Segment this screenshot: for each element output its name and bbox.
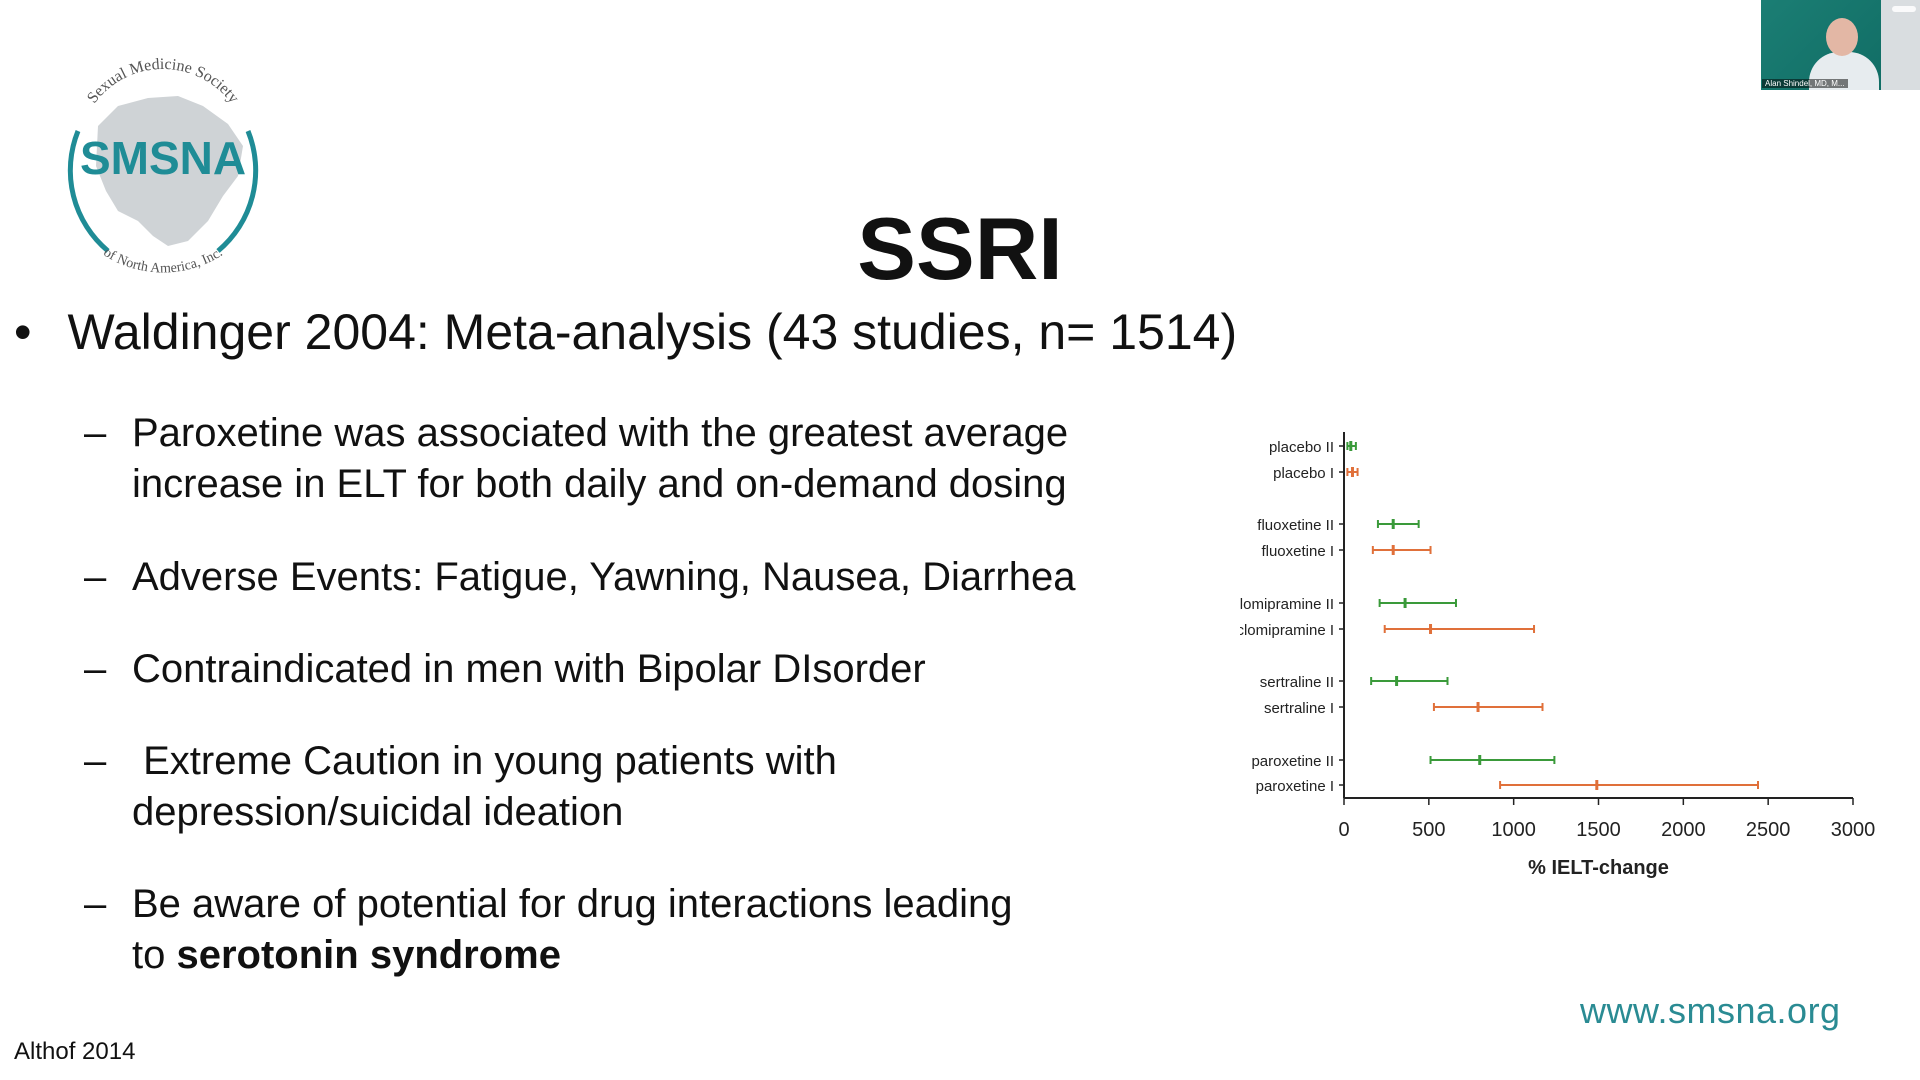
x-tick-label: 3000: [1831, 819, 1876, 841]
dash-icon: –: [84, 647, 107, 691]
row-label: sertraline II: [1260, 674, 1334, 691]
bullet-icon: •: [14, 304, 32, 360]
x-tick-label: 1500: [1576, 819, 1621, 841]
website-url[interactable]: www.smsna.org: [1580, 990, 1841, 1031]
dash-icon: –: [84, 739, 107, 783]
row-label: fluoxetine I: [1261, 543, 1334, 560]
sub-bullet-drug-interactions: – Be aware of potential for drug interac…: [84, 879, 1184, 981]
north-america-map-icon: [96, 96, 243, 246]
ielt-forest-chart: 0 500 1000 1500 2000 2500 3000 % IELT-change pla…: [1240, 432, 1876, 879]
row-label: placebo II: [1269, 439, 1334, 456]
participant-name-label: Alan Shindel, MD, M...: [1762, 79, 1848, 88]
sub-bullet-contraindicated: – Contraindicated in men with Bipolar DI…: [84, 644, 1184, 695]
sub-bullet-paroxetine: – Paroxetine was associated with the gre…: [84, 408, 1184, 510]
x-tick-label: 2500: [1746, 819, 1791, 841]
slide-title: SSRI: [0, 198, 1920, 300]
sub-bullet-line: Contraindicated in men with Bipolar DIso…: [132, 647, 926, 691]
dash-icon: –: [84, 882, 107, 926]
row-label: paroxetine II: [1251, 753, 1334, 770]
row-label: sertraline I: [1264, 700, 1334, 717]
dash-icon: –: [84, 555, 107, 599]
row-label: paroxetine I: [1256, 778, 1334, 795]
main-bullet-text: Waldinger 2004: Meta-analysis (43 studie…: [67, 304, 1238, 360]
video-badge-icon: [1892, 6, 1916, 12]
sub-bullet-line: depression/suicidal ideation: [132, 790, 624, 834]
sub-bullet-list: – Paroxetine was associated with the gre…: [84, 408, 1184, 981]
sub-bullet-line: Extreme Caution in young patients with: [132, 739, 837, 783]
participant-video-tile[interactable]: Alan Shindel, MD, M...: [1761, 0, 1920, 90]
main-bullet: • Waldinger 2004: Meta-analysis (43 stud…: [14, 302, 1237, 362]
sub-bullet-prefix: to: [132, 933, 177, 977]
sub-bullet-line: increase in ELT for both daily and on-de…: [132, 462, 1067, 506]
sub-bullet-line-last: to serotonin syndrome: [132, 930, 1184, 981]
reference-citation: Althof 2014: [14, 1038, 136, 1065]
serotonin-syndrome-emphasis: serotonin syndrome: [176, 933, 561, 977]
sub-bullet-adverse-events: – Adverse Events: Fatigue, Yawning, Naus…: [84, 552, 1184, 603]
x-tick-label: 2000: [1661, 819, 1706, 841]
dash-icon: –: [84, 411, 107, 455]
x-tick-label: 0: [1338, 819, 1349, 841]
row-label: fluoxetine II: [1257, 517, 1334, 534]
x-tick-label: 500: [1412, 819, 1445, 841]
x-tick-label: 1000: [1491, 819, 1536, 841]
logo-acronym: SMSNA: [80, 132, 246, 184]
video-background: [1881, 0, 1920, 90]
sub-bullet-line: Paroxetine was associated with the great…: [132, 411, 1069, 455]
x-axis-label: % IELT-change: [1528, 857, 1669, 879]
row-label: clomipramine II: [1240, 596, 1334, 613]
sub-bullet-caution: – Extreme Caution in young patients with…: [84, 736, 1184, 838]
participant-head: [1826, 18, 1858, 56]
sub-bullet-line: Be aware of potential for drug interacti…: [132, 882, 1013, 926]
smsna-logo: Sexual Medicine Society of North America…: [67, 56, 259, 277]
row-label: placebo I: [1273, 465, 1334, 482]
row-label: clomipramine I: [1240, 622, 1334, 639]
sub-bullet-line: Adverse Events: Fatigue, Yawning, Nausea…: [132, 555, 1076, 599]
slide-title-text: SSRI: [857, 199, 1063, 298]
